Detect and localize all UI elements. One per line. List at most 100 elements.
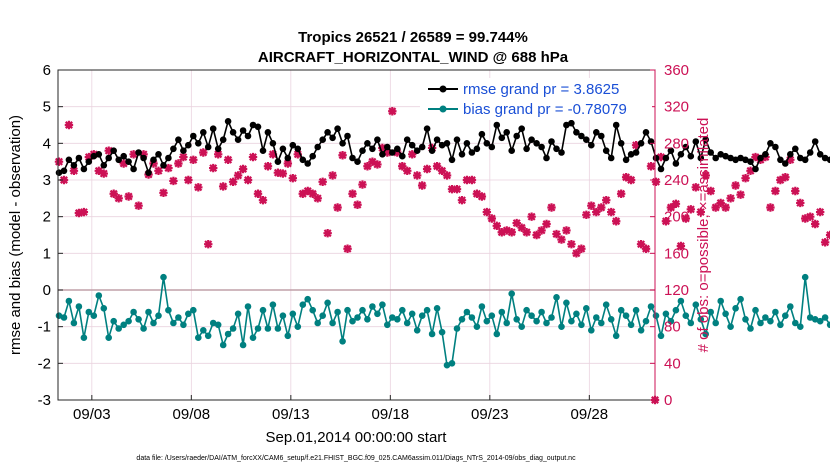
obs-count-point: [154, 166, 163, 176]
y-right-tick-label: 240: [664, 172, 689, 189]
bias-point: [219, 341, 227, 349]
rmse-point: [463, 140, 471, 147]
bias-point: [165, 306, 172, 314]
rmse-point: [513, 132, 520, 140]
rmse-point: [364, 140, 371, 147]
bias-point: [249, 334, 257, 342]
bias-point: [354, 314, 361, 321]
obs-count-point: [457, 195, 467, 205]
y-left-tick-label: 6: [43, 62, 51, 79]
bias-point: [150, 319, 157, 327]
rmse-series: [55, 118, 830, 176]
rmse-point: [160, 162, 167, 169]
rmse-point: [672, 160, 680, 167]
y-left-tick-label: 2: [43, 209, 51, 226]
bias-point: [349, 317, 356, 325]
obs-count-point: [462, 175, 472, 185]
bias-point: [712, 319, 719, 327]
legend-bias-marker: [439, 105, 447, 113]
bias-point: [384, 321, 391, 329]
obs-count-point: [204, 239, 213, 249]
obs-count-point: [626, 175, 636, 185]
obs-count-point: [447, 184, 457, 194]
bias-point: [125, 317, 132, 325]
bias-point: [443, 361, 451, 369]
bias-point: [314, 319, 322, 327]
rmse-point: [155, 151, 162, 158]
obs-count-point: [213, 150, 223, 159]
obs-count-point: [194, 183, 203, 192]
rmse-point: [667, 147, 675, 154]
obs-count-point: [328, 171, 337, 180]
y-left-tick-label: 5: [43, 99, 51, 116]
obs-count-point: [69, 166, 79, 176]
obs-count-point: [751, 152, 760, 162]
rmse-point: [224, 118, 232, 125]
bias-point: [65, 297, 73, 305]
bias-point: [617, 306, 625, 314]
obs-count-point: [218, 182, 228, 191]
obs-count-point: [810, 219, 820, 229]
rmse-point: [239, 127, 247, 134]
rmse-point: [65, 156, 73, 164]
rmse-point: [289, 141, 297, 149]
obs-count-point: [766, 203, 775, 212]
rmse-point: [379, 151, 386, 158]
y-left-tick-label: 1: [43, 245, 51, 262]
bias-point: [185, 310, 192, 318]
obs-count-point: [716, 198, 725, 208]
rmse-point: [399, 152, 406, 160]
obs-count-point: [517, 223, 526, 232]
rmse-point: [767, 140, 774, 147]
rmse-point: [787, 151, 794, 158]
rmse-point: [150, 156, 157, 164]
obs-count-point: [776, 175, 785, 185]
obs-count-point: [184, 175, 193, 185]
obs-count-point: [801, 214, 810, 223]
rmse-point: [697, 154, 705, 162]
rmse-point: [284, 154, 292, 162]
obs-count-point: [602, 195, 611, 205]
obs-count-point: [94, 166, 103, 176]
rmse-point: [762, 151, 769, 158]
bias-point: [324, 299, 331, 307]
bias-point: [408, 310, 416, 318]
bias-point: [364, 316, 371, 323]
bias-point: [234, 310, 242, 318]
bias-point: [826, 321, 830, 329]
obs-count-point: [701, 171, 710, 180]
chart-title-line1: Tropics 26521 / 26589 = 99.744%: [298, 29, 528, 46]
obs-count-point: [303, 186, 312, 196]
rmse-point: [821, 154, 829, 162]
obs-count-point: [587, 201, 596, 210]
rmse-point: [80, 165, 88, 173]
chart-title-line2: AIRCRAFT_HORIZONTAL_WIND @ 688 hPa: [258, 49, 569, 66]
obs-count-point: [547, 203, 556, 212]
bias-point: [463, 308, 471, 316]
obs-count-point: [79, 207, 89, 217]
x-axis-label: Sep.01,2014 00:00:00 start: [266, 429, 448, 446]
obs-count-point: [129, 150, 138, 159]
bias-point: [797, 323, 804, 331]
rmse-point: [782, 160, 789, 167]
rmse-point: [816, 151, 824, 158]
rmse-point: [234, 136, 242, 143]
bias-point: [344, 306, 351, 314]
rmse-point: [229, 129, 237, 136]
rmse-point: [413, 147, 421, 154]
bias-point: [279, 312, 287, 320]
legend-box: [420, 78, 652, 120]
obs-count-point: [358, 180, 367, 189]
x-tick-label: 09/08: [173, 406, 211, 423]
obs-count-point: [333, 203, 342, 212]
y-right-tick-label: 40: [664, 355, 681, 372]
bias-point: [533, 317, 540, 325]
bias-point: [433, 305, 441, 312]
obs-count-point: [313, 194, 322, 203]
bias-point: [195, 334, 202, 342]
rmse-point: [752, 165, 759, 173]
obs-count-point: [741, 173, 750, 183]
bias-point: [692, 301, 700, 309]
bias-point: [140, 325, 147, 332]
bias-point: [647, 303, 655, 310]
